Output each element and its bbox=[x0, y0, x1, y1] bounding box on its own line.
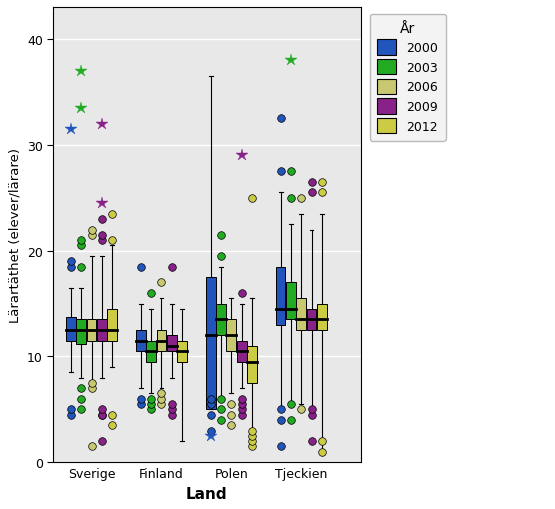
Bar bbox=[317, 304, 327, 330]
Bar bbox=[136, 330, 146, 352]
Bar bbox=[77, 320, 86, 344]
Bar bbox=[237, 341, 246, 362]
Bar bbox=[206, 277, 216, 410]
Bar bbox=[306, 309, 316, 330]
X-axis label: Land: Land bbox=[186, 486, 228, 501]
Bar bbox=[87, 320, 97, 341]
Bar bbox=[286, 283, 296, 320]
Bar bbox=[97, 320, 107, 341]
Bar bbox=[157, 330, 166, 352]
Y-axis label: Lärartäthet (elever/lärare): Lärartäthet (elever/lärare) bbox=[8, 148, 21, 323]
Bar bbox=[167, 335, 176, 352]
Bar bbox=[216, 304, 226, 335]
Bar bbox=[226, 320, 236, 352]
Bar bbox=[107, 309, 117, 341]
Bar bbox=[177, 341, 187, 362]
Bar bbox=[66, 318, 76, 341]
Legend: 2000, 2003, 2006, 2009, 2012: 2000, 2003, 2006, 2009, 2012 bbox=[370, 15, 446, 142]
Bar bbox=[147, 341, 156, 362]
Bar bbox=[276, 267, 285, 325]
Bar bbox=[296, 299, 306, 330]
Bar bbox=[247, 346, 257, 383]
